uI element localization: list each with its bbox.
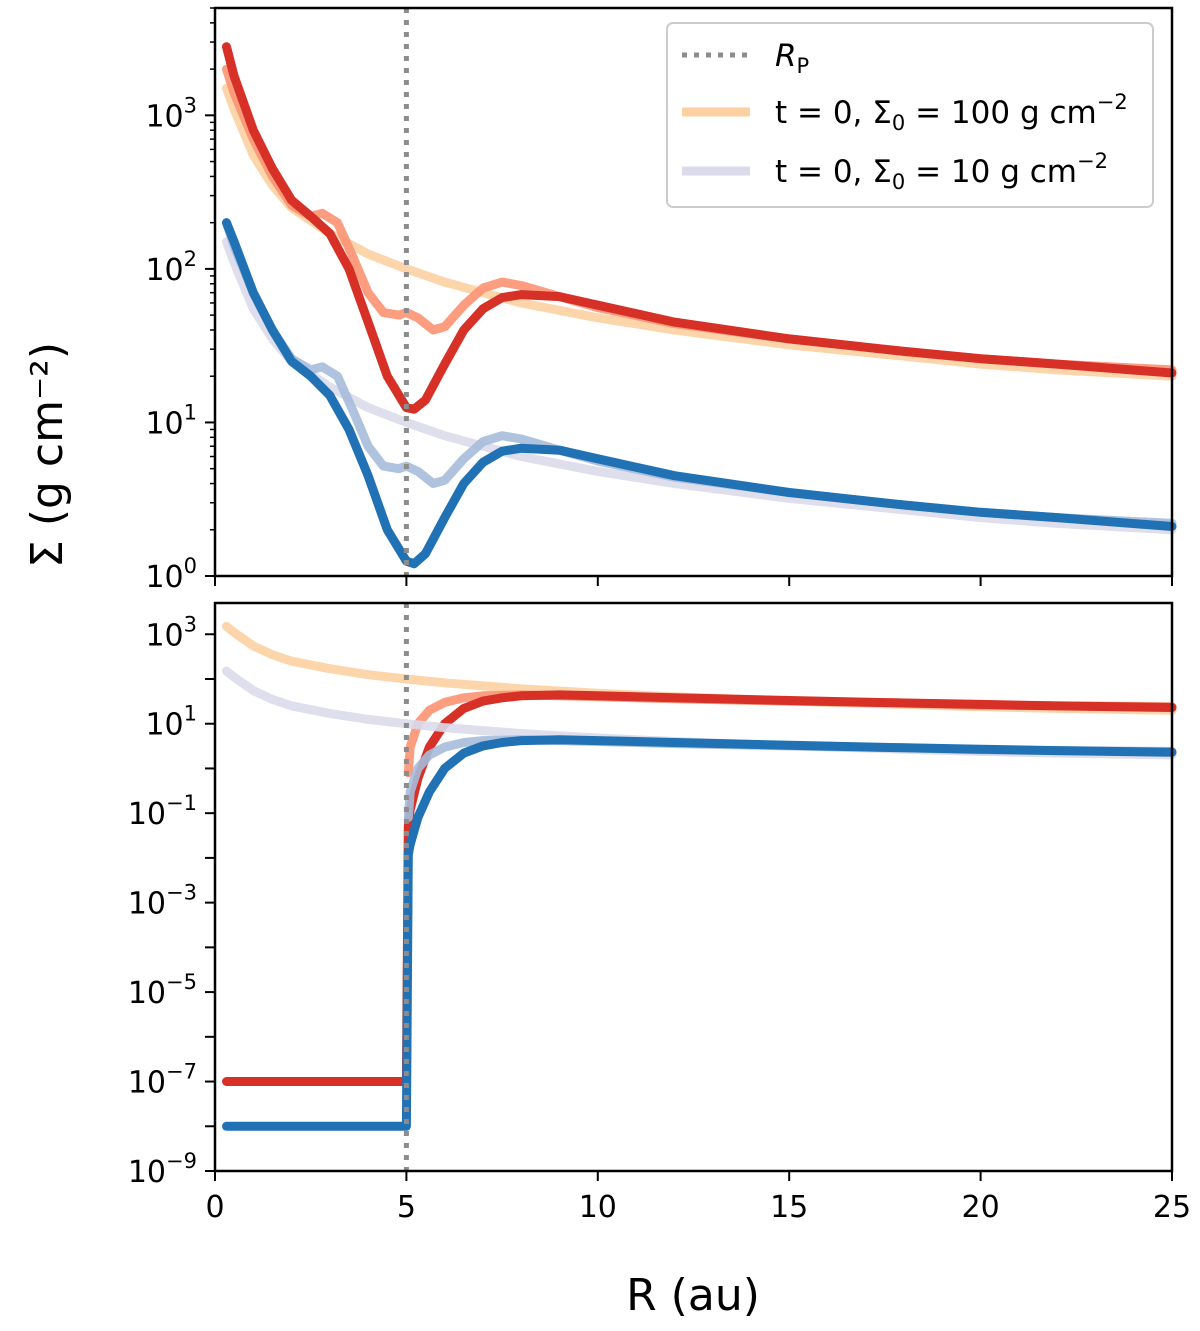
top-y-tick-label: 102 — [145, 247, 197, 288]
top-series-line-0 — [222, 83, 1177, 381]
bot-x-tick-label: 10 — [579, 1190, 617, 1225]
legend: RP t = 0, Σ0 = 100 g cm−2 t = 0, Σ0 = 10 g… — [666, 22, 1154, 208]
legend-label-2: t = 0, Σ0 = 10 g cm−2 — [775, 149, 1108, 194]
x-axis-label: R (au) — [626, 1270, 760, 1321]
top-y-tick-label: 103 — [145, 93, 197, 134]
y-axis-label: Σ (g cm⁻²) — [22, 342, 73, 568]
bot-y-tick-label: 10−1 — [128, 791, 197, 832]
bottom-axes-frame — [213, 601, 1174, 1173]
top-series-line-5 — [222, 218, 1177, 569]
top-series-line-2 — [222, 42, 1177, 414]
bot-y-tick-label: 10−9 — [128, 1149, 197, 1190]
bot-y-tick-label: 101 — [145, 702, 197, 743]
bot-x-tick-label: 0 — [205, 1190, 224, 1225]
top-y-tick-label: 100 — [145, 554, 197, 595]
top-y-tick-label: 101 — [145, 400, 197, 441]
bottom-y-ticks: 10−9 10−7 10−5 10−3 10−1 101 103 — [128, 612, 215, 1190]
top-panel: 100 101 102 103 RP t = 0, Σ0 = 100 g cm−2 t =… — [145, 6, 1177, 595]
legend-box — [666, 22, 1154, 208]
bot-y-tick-label: 103 — [145, 612, 197, 653]
bot-x-tick-label: 5 — [397, 1190, 416, 1225]
bot-y-tick-label: 10−5 — [128, 970, 197, 1011]
bottom-series-group — [222, 621, 1177, 1131]
bot-y-tick-label: 10−3 — [128, 881, 197, 922]
bot-x-tick-label: 25 — [1153, 1190, 1191, 1225]
bottom-panel: 10−9 10−7 10−5 10−3 10−1 101 103 0 5 10 15 20 25 — [128, 601, 1191, 1225]
bot-x-tick-label: 20 — [962, 1190, 1000, 1225]
top-series-group — [222, 42, 1177, 569]
legend-label-0: RP — [775, 38, 809, 78]
top-series-line-3 — [222, 237, 1177, 535]
top-y-ticks: 100 101 102 103 — [145, 7, 215, 595]
bottom-x-ticks: 0 5 10 15 20 25 — [205, 1171, 1191, 1225]
top-x-ticks — [214, 576, 1173, 586]
bot-series-line-5 — [222, 735, 1177, 1131]
legend-label-1: t = 0, Σ0 = 100 g cm−2 — [775, 90, 1128, 135]
bot-x-tick-label: 15 — [770, 1190, 808, 1225]
bot-y-tick-label: 10−7 — [128, 1060, 197, 1101]
